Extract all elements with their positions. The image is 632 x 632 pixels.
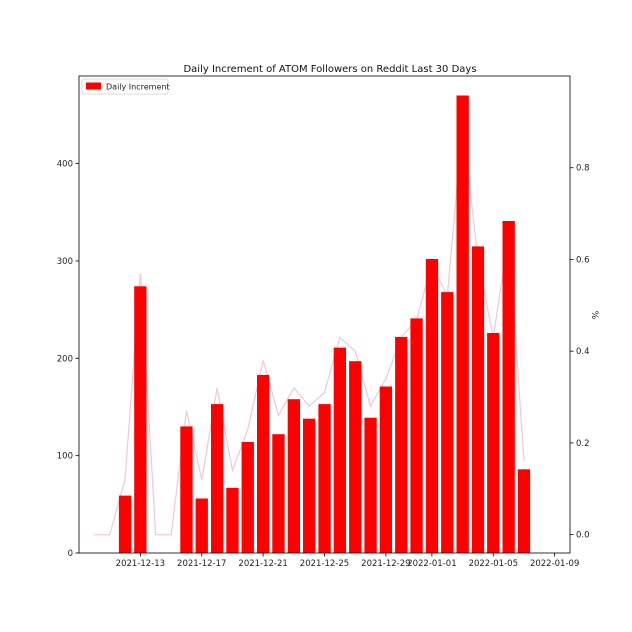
x-tick-label: 2022-01-09 [530, 559, 579, 569]
bar-2022-01-03 [456, 95, 469, 553]
x-tick-label: 2022-01-01 [407, 559, 456, 569]
x-axis: 2021-12-13 2021-12-17 2021-12-21 2021-12-25… [116, 553, 579, 569]
y-right-tick-label: 0.4 [576, 347, 590, 357]
bar-2021-12-28 [364, 417, 377, 553]
bar-2021-12-27 [349, 361, 362, 553]
bar-2022-01-04 [471, 246, 485, 553]
x-tick-label: 2021-12-29 [361, 559, 410, 569]
y-right-tick-label: 0.6 [576, 255, 590, 265]
bar-2021-12-24 [303, 418, 316, 553]
y-left-tick-label: 200 [57, 354, 73, 364]
bar-2022-01-05 [487, 333, 500, 553]
y-left-tick-label: 400 [57, 160, 73, 170]
bar-2021-12-20 [241, 442, 254, 553]
x-tick-label: 2022-01-05 [469, 559, 518, 569]
legend: Daily Increment [81, 78, 170, 95]
y-axis-left: 0 100 200 300 400 [57, 160, 79, 559]
bar-2022-01-06 [502, 221, 515, 553]
plot-area [94, 95, 531, 553]
y-right-tick-label: 0.8 [576, 164, 590, 174]
bar-2021-12-12 [118, 495, 132, 553]
chart-title: Daily Increment of ATOM Followers on Red… [183, 64, 476, 75]
bar-2021-12-31 [410, 318, 423, 553]
bar-2021-12-26 [333, 347, 346, 553]
y-right-tick-label: 0.2 [576, 439, 590, 449]
legend-box [81, 78, 169, 95]
legend-swatch [86, 82, 101, 90]
x-tick-label: 2021-12-25 [300, 559, 349, 569]
bar-2021-12-22 [272, 434, 285, 553]
bar-2021-12-13 [134, 286, 147, 553]
ratio-line [94, 121, 525, 536]
bar-2022-01-07 [517, 469, 531, 553]
bar-2021-12-29 [379, 386, 392, 553]
bar-2021-12-17 [195, 498, 208, 553]
x-tick-label: 2021-12-17 [177, 559, 226, 569]
y-axis-right: 0.0 0.2 0.4 0.6 0.8 [570, 164, 590, 541]
bar-2021-12-23 [287, 399, 300, 553]
bar-2021-12-21 [257, 374, 270, 553]
bar-2021-12-19 [226, 487, 239, 553]
bar-2022-01-01 [425, 259, 439, 553]
bar-2021-12-18 [211, 404, 224, 553]
y-right-tick-label: 0.0 [576, 531, 590, 541]
y-right-axis-label: % [589, 311, 599, 320]
y-left-tick-label: 100 [57, 452, 73, 462]
bar-2021-12-25 [318, 404, 331, 553]
bar-2021-12-30 [395, 336, 408, 553]
y-left-tick-label: 300 [57, 257, 73, 267]
x-tick-label: 2021-12-13 [116, 559, 165, 569]
legend-label: Daily Increment [106, 83, 170, 92]
bar-2022-01-02 [441, 292, 454, 553]
x-tick-label: 2021-12-21 [238, 559, 287, 569]
bar-2021-12-16 [180, 426, 193, 553]
y-left-tick-label: 0 [68, 549, 73, 559]
